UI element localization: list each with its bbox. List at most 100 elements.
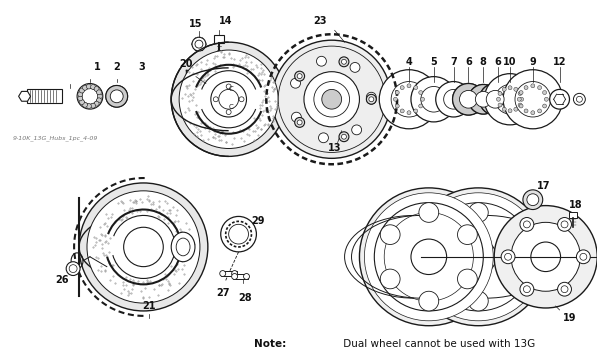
Bar bbox=[214, 35, 224, 43]
Circle shape bbox=[523, 286, 530, 293]
Text: 26: 26 bbox=[55, 275, 69, 285]
Circle shape bbox=[479, 84, 511, 115]
Circle shape bbox=[295, 71, 305, 81]
Circle shape bbox=[221, 216, 256, 252]
Circle shape bbox=[239, 97, 244, 102]
Circle shape bbox=[502, 87, 506, 91]
Circle shape bbox=[226, 84, 231, 89]
Circle shape bbox=[367, 94, 376, 104]
Circle shape bbox=[395, 104, 399, 108]
Circle shape bbox=[292, 112, 301, 122]
Circle shape bbox=[91, 103, 95, 108]
Text: 29: 29 bbox=[251, 216, 265, 226]
Circle shape bbox=[419, 291, 439, 311]
Circle shape bbox=[531, 84, 535, 88]
Text: 14: 14 bbox=[219, 15, 232, 26]
Text: Note:: Note: bbox=[254, 339, 286, 350]
Circle shape bbox=[520, 217, 534, 231]
Circle shape bbox=[527, 194, 539, 206]
Circle shape bbox=[557, 217, 571, 231]
Circle shape bbox=[364, 193, 493, 321]
Ellipse shape bbox=[82, 89, 98, 104]
Circle shape bbox=[226, 109, 231, 114]
Circle shape bbox=[520, 282, 534, 296]
Circle shape bbox=[278, 46, 385, 152]
Circle shape bbox=[380, 269, 400, 289]
Circle shape bbox=[523, 221, 530, 228]
Circle shape bbox=[79, 88, 85, 93]
Circle shape bbox=[561, 286, 568, 293]
Circle shape bbox=[352, 125, 362, 135]
Circle shape bbox=[69, 265, 77, 273]
Circle shape bbox=[430, 225, 449, 244]
Circle shape bbox=[484, 74, 536, 125]
Text: 20: 20 bbox=[179, 59, 193, 69]
Circle shape bbox=[414, 86, 418, 90]
Circle shape bbox=[341, 134, 346, 139]
Circle shape bbox=[518, 103, 522, 107]
Circle shape bbox=[229, 224, 248, 244]
Text: C: C bbox=[228, 104, 233, 110]
Circle shape bbox=[421, 86, 446, 112]
Circle shape bbox=[414, 109, 418, 113]
Circle shape bbox=[577, 96, 583, 102]
Ellipse shape bbox=[110, 90, 123, 103]
Circle shape bbox=[91, 85, 95, 89]
Text: Dual wheel cannot be used with 13G: Dual wheel cannot be used with 13G bbox=[340, 339, 535, 350]
Circle shape bbox=[515, 82, 551, 117]
Circle shape bbox=[538, 109, 542, 113]
Circle shape bbox=[78, 92, 83, 97]
Circle shape bbox=[232, 271, 238, 276]
Circle shape bbox=[304, 72, 359, 127]
Circle shape bbox=[339, 132, 349, 141]
Circle shape bbox=[419, 203, 439, 222]
Circle shape bbox=[94, 86, 99, 91]
Circle shape bbox=[179, 50, 278, 148]
Circle shape bbox=[97, 90, 101, 95]
Circle shape bbox=[411, 77, 457, 122]
Text: 19: 19 bbox=[563, 313, 576, 323]
Circle shape bbox=[195, 40, 203, 48]
Circle shape bbox=[557, 282, 571, 296]
Text: 6: 6 bbox=[465, 57, 472, 67]
Text: 21: 21 bbox=[143, 301, 156, 311]
Circle shape bbox=[538, 86, 542, 90]
Text: 17: 17 bbox=[537, 181, 550, 191]
Circle shape bbox=[419, 104, 423, 108]
Circle shape bbox=[421, 97, 425, 101]
Circle shape bbox=[518, 91, 522, 95]
Circle shape bbox=[505, 253, 512, 260]
Circle shape bbox=[514, 87, 518, 91]
Circle shape bbox=[460, 90, 478, 108]
Circle shape bbox=[409, 188, 548, 326]
Text: 2: 2 bbox=[113, 62, 120, 72]
Circle shape bbox=[460, 90, 478, 108]
Circle shape bbox=[469, 85, 498, 114]
Circle shape bbox=[430, 269, 449, 289]
Circle shape bbox=[369, 97, 374, 102]
Circle shape bbox=[507, 225, 527, 244]
Text: 18: 18 bbox=[569, 199, 582, 210]
Circle shape bbox=[211, 82, 247, 117]
Circle shape bbox=[400, 86, 404, 90]
Bar bbox=[221, 271, 236, 276]
Circle shape bbox=[384, 212, 473, 301]
Circle shape bbox=[411, 239, 446, 275]
Text: 6: 6 bbox=[495, 57, 502, 67]
Circle shape bbox=[495, 85, 525, 114]
Circle shape bbox=[475, 91, 491, 107]
Circle shape bbox=[457, 269, 478, 289]
Circle shape bbox=[97, 98, 101, 103]
Circle shape bbox=[316, 56, 326, 66]
Text: 8: 8 bbox=[480, 57, 487, 67]
Circle shape bbox=[400, 109, 404, 113]
Text: 23: 23 bbox=[313, 15, 326, 26]
Text: 4: 4 bbox=[406, 57, 412, 67]
Text: 9-10K_13G_Hubs_1pc_4-09: 9-10K_13G_Hubs_1pc_4-09 bbox=[13, 136, 98, 141]
Circle shape bbox=[367, 92, 376, 102]
Circle shape bbox=[520, 97, 524, 101]
Circle shape bbox=[394, 97, 397, 101]
Text: 12: 12 bbox=[553, 57, 566, 67]
Ellipse shape bbox=[106, 85, 128, 107]
Circle shape bbox=[542, 91, 547, 95]
